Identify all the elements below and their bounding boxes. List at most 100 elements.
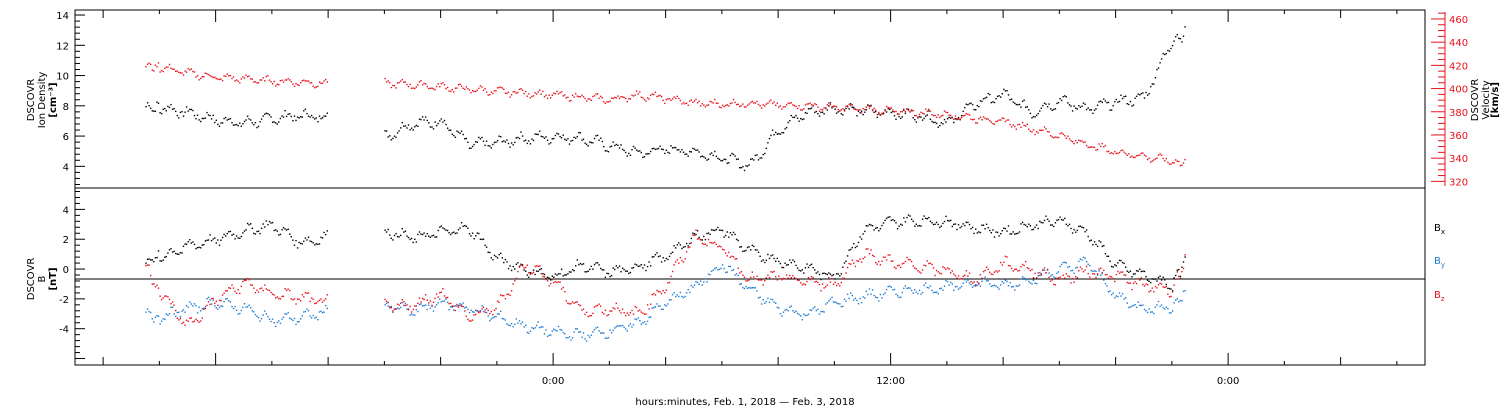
velocity-series-point [239, 82, 241, 84]
by-series-point [496, 313, 499, 315]
velocity-series-point [396, 82, 399, 84]
bx-series-point [575, 265, 577, 267]
bz-series-point [160, 298, 163, 301]
ion-density-series-point [1142, 92, 1144, 94]
velocity-series-point [1092, 146, 1094, 148]
legend-by: By [1434, 256, 1445, 269]
bx-series-point [632, 266, 635, 269]
by-series-point [728, 265, 730, 268]
ion-density-series-point [935, 122, 938, 125]
bz-series-point [1148, 291, 1150, 293]
by-series-point [782, 311, 785, 313]
bz-series-point [206, 304, 208, 307]
velocity-series-point [637, 93, 639, 95]
velocity-series-point [803, 108, 805, 110]
ion-density-series-point [185, 106, 188, 108]
by-series-point [182, 309, 185, 311]
by-series-point [1029, 282, 1032, 284]
bx-series-point [970, 228, 972, 230]
by-series-point [1132, 304, 1135, 307]
bx-series-point [728, 236, 730, 238]
bx-series-point [704, 238, 707, 241]
by-series-point [1131, 305, 1133, 307]
velocity-series-point [792, 104, 794, 106]
bx-series-point [428, 235, 430, 237]
ion-density-series-point [646, 153, 649, 155]
ion-density-series-point [781, 131, 783, 134]
bz-series-point [271, 293, 274, 295]
bz-series-point [1109, 275, 1111, 278]
velocity-series-point [307, 80, 310, 82]
by-series-point [1137, 301, 1139, 303]
bz-series-point [942, 266, 944, 268]
bz-series-point [435, 293, 438, 295]
velocity-series-point [889, 107, 891, 109]
velocity-series-point [651, 93, 653, 95]
ion-density-series-point [175, 110, 177, 113]
bz-series-point [735, 258, 738, 260]
by-series-point [857, 303, 860, 305]
bz-series-point [917, 270, 919, 272]
by-series-point [195, 304, 197, 307]
bz-series-point [718, 245, 721, 247]
bz-series-point [267, 289, 269, 291]
bx-series-point [742, 250, 744, 252]
ion-density-series-point [148, 105, 150, 107]
velocity-series-point [475, 90, 477, 93]
ion-density-series-point [1075, 107, 1077, 109]
by-series-point [240, 309, 242, 312]
ion-density-series-point [964, 106, 966, 109]
bx-series-point [601, 269, 603, 271]
by-series-point [714, 267, 716, 270]
bz-series-point [843, 277, 846, 280]
by-series-point [234, 305, 236, 308]
ion-density-series-point [570, 140, 572, 142]
velocity-series-point [1025, 125, 1027, 127]
bz-series-point [425, 294, 427, 296]
velocity-series-point [181, 72, 183, 74]
velocity-series-point [903, 108, 905, 110]
bx-series-point [539, 268, 541, 271]
velocity-series-point [671, 98, 674, 100]
velocity-series-point [520, 88, 522, 90]
bz-series-point [570, 302, 572, 305]
velocity-series-point [537, 91, 539, 93]
velocity-series-point [531, 95, 533, 98]
velocity-series-point [543, 96, 546, 98]
by-series-point [856, 299, 858, 302]
by-series-point [1053, 276, 1055, 278]
velocity-series-point [668, 98, 671, 100]
velocity-series-point [1170, 163, 1172, 165]
bz-series-point [839, 285, 841, 287]
bx-series-point [425, 235, 427, 237]
bz-series-point [203, 308, 205, 311]
bz-series-point [587, 315, 589, 318]
ion-density-series-point [784, 128, 786, 130]
by-series-point [495, 315, 497, 318]
ion-density-series-point [953, 121, 955, 124]
by-series-point [657, 305, 660, 307]
velocity-series-point [923, 113, 925, 115]
velocity-series-point [487, 94, 489, 96]
ion-density-series-point [831, 107, 833, 109]
bz-series-point [289, 289, 291, 292]
ion-density-series-point [417, 125, 419, 127]
velocity-series-point [417, 84, 419, 86]
velocity-series-point [726, 104, 728, 106]
bz-series-point [542, 275, 544, 278]
bx-series-point [960, 225, 963, 228]
velocity-series-point [814, 103, 816, 105]
bz-series-point [929, 262, 932, 264]
top-right-ylabel-line1: DSCOVR [1470, 79, 1481, 122]
legend-bz-sub: z [1441, 295, 1445, 303]
bz-series-point [448, 302, 450, 305]
bx-series-point [807, 266, 810, 269]
bx-series-point [579, 262, 582, 265]
ion-density-series-point [921, 119, 924, 121]
velocity-series-point [584, 97, 586, 100]
bx-series-point [731, 234, 733, 236]
ion-density-series-point [1128, 103, 1130, 106]
ion-density-series-point [1181, 41, 1183, 43]
ion-density-series-point [815, 110, 817, 113]
ion-density-series-point [1017, 104, 1019, 106]
